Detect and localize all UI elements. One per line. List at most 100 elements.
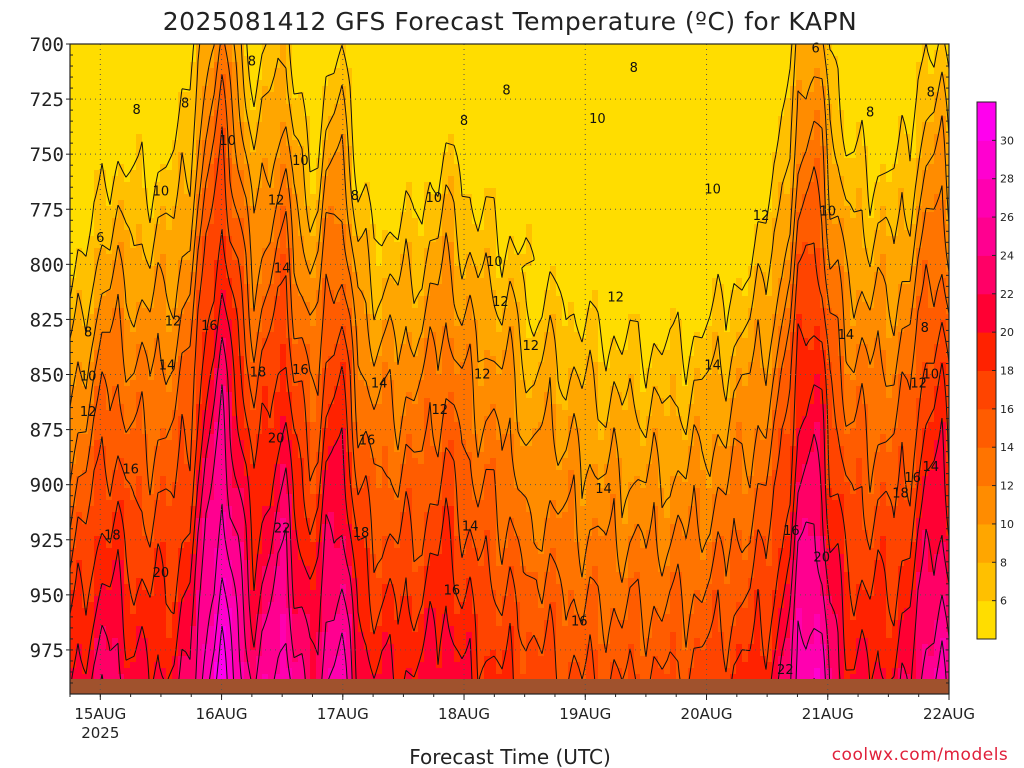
field-cell bbox=[496, 152, 503, 159]
field-cell bbox=[526, 92, 533, 99]
field-cell bbox=[532, 98, 539, 105]
field-cell bbox=[520, 116, 527, 123]
field-cell bbox=[700, 206, 707, 213]
field-cell bbox=[622, 182, 629, 189]
field-cell bbox=[220, 104, 227, 111]
field-cell bbox=[334, 134, 341, 141]
field-cell bbox=[436, 104, 443, 111]
field-cell bbox=[928, 104, 935, 111]
field-cell bbox=[784, 74, 791, 81]
field-cell bbox=[82, 152, 89, 159]
field-cell bbox=[178, 104, 185, 111]
field-cell bbox=[676, 56, 683, 63]
field-cell bbox=[130, 92, 137, 99]
field-cell bbox=[130, 152, 137, 159]
field-cell bbox=[544, 68, 551, 75]
field-cell bbox=[70, 176, 77, 183]
field-cell bbox=[784, 122, 791, 129]
field-cell bbox=[724, 236, 731, 243]
field-cell bbox=[580, 74, 587, 81]
field-cell bbox=[622, 80, 629, 87]
field-cell bbox=[940, 80, 947, 87]
field-cell bbox=[436, 110, 443, 117]
field-cell bbox=[256, 140, 263, 147]
field-cell bbox=[538, 242, 545, 249]
field-cell bbox=[106, 62, 113, 69]
field-cell bbox=[586, 230, 593, 237]
field-cell bbox=[358, 74, 365, 81]
field-cell bbox=[136, 164, 143, 171]
field-cell bbox=[268, 110, 275, 117]
field-cell bbox=[292, 170, 299, 177]
field-cell bbox=[664, 176, 671, 183]
field-cell bbox=[688, 74, 695, 81]
field-cell bbox=[760, 104, 767, 111]
field-cell bbox=[178, 236, 185, 243]
field-cell bbox=[184, 230, 191, 237]
field-cell bbox=[850, 50, 857, 57]
field-cell bbox=[394, 176, 401, 183]
field-cell bbox=[442, 56, 449, 63]
field-cell bbox=[346, 74, 353, 81]
field-cell bbox=[586, 68, 593, 75]
field-cell bbox=[592, 68, 599, 75]
field-cell bbox=[226, 212, 233, 219]
field-cell bbox=[820, 230, 827, 237]
field-cell bbox=[472, 68, 479, 75]
field-cell bbox=[112, 92, 119, 99]
field-cell bbox=[724, 218, 731, 225]
field-cell bbox=[796, 188, 803, 195]
field-cell bbox=[694, 188, 701, 195]
field-cell bbox=[706, 212, 713, 219]
field-cell bbox=[196, 92, 203, 99]
field-cell bbox=[358, 44, 365, 51]
field-cell bbox=[238, 62, 245, 69]
field-cell bbox=[550, 110, 557, 117]
field-cell bbox=[460, 242, 467, 249]
field-cell bbox=[262, 176, 269, 183]
field-cell bbox=[670, 140, 677, 147]
field-cell bbox=[202, 200, 209, 207]
field-cell bbox=[538, 212, 545, 219]
field-cell bbox=[76, 212, 83, 219]
field-cell bbox=[526, 158, 533, 165]
field-cell bbox=[268, 122, 275, 129]
field-cell bbox=[256, 170, 263, 177]
field-cell bbox=[574, 200, 581, 207]
field-cell bbox=[472, 224, 479, 231]
field-cell bbox=[424, 182, 431, 189]
field-cell bbox=[658, 230, 665, 237]
field-cell bbox=[658, 92, 665, 99]
field-cell bbox=[874, 104, 881, 111]
field-cell bbox=[532, 74, 539, 81]
field-cell bbox=[712, 218, 719, 225]
field-cell bbox=[748, 158, 755, 165]
field-cell bbox=[742, 116, 749, 123]
field-cell bbox=[940, 242, 947, 249]
field-cell bbox=[352, 146, 359, 153]
field-cell bbox=[526, 134, 533, 141]
field-cell bbox=[502, 104, 509, 111]
field-cell bbox=[784, 236, 791, 243]
field-cell bbox=[418, 122, 425, 129]
field-cell bbox=[208, 242, 215, 249]
field-cell bbox=[640, 50, 647, 57]
field-cell bbox=[364, 176, 371, 183]
field-cell bbox=[826, 74, 833, 81]
field-cell bbox=[484, 116, 491, 123]
field-cell bbox=[418, 188, 425, 195]
field-cell bbox=[736, 116, 743, 123]
field-cell bbox=[568, 212, 575, 219]
field-cell bbox=[586, 56, 593, 63]
field-cell bbox=[850, 242, 857, 249]
field-cell bbox=[406, 170, 413, 177]
field-cell bbox=[424, 98, 431, 105]
field-cell bbox=[436, 62, 443, 69]
field-cell bbox=[640, 158, 647, 165]
field-cell bbox=[772, 80, 779, 87]
field-cell bbox=[106, 128, 113, 135]
field-cell bbox=[172, 176, 179, 183]
field-cell bbox=[838, 218, 845, 225]
field-cell bbox=[646, 110, 653, 117]
field-cell bbox=[460, 92, 467, 99]
